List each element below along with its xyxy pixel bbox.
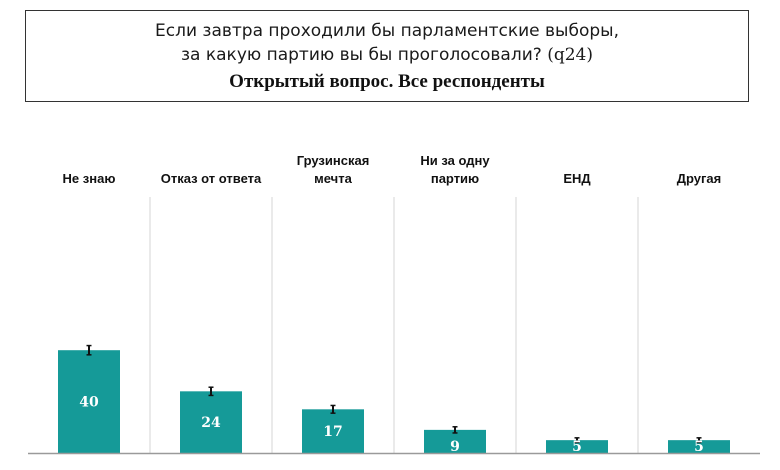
category-label-line: мечта bbox=[314, 171, 352, 186]
title-box: Если завтра проходили бы парламентские в… bbox=[25, 10, 749, 102]
question-text: за какую партию вы бы проголосовали? bbox=[181, 45, 542, 65]
bar bbox=[180, 391, 242, 453]
chart-subtitle: Открытый вопрос. Все респонденты bbox=[229, 71, 545, 92]
bar bbox=[302, 409, 364, 453]
category-label-line: Грузинская bbox=[297, 153, 370, 168]
category-label-line: партию bbox=[431, 171, 479, 186]
question-code: (q24) bbox=[547, 45, 593, 65]
data-label: 24 bbox=[201, 415, 221, 431]
category-label-line: Не знаю bbox=[63, 171, 116, 186]
data-label: 17 bbox=[323, 424, 342, 440]
data-label: 9 bbox=[450, 439, 460, 455]
category-label: Другая bbox=[677, 171, 722, 186]
category-label: ЕНД bbox=[563, 171, 591, 186]
data-label: 40 bbox=[79, 395, 99, 411]
data-label: 5 bbox=[572, 439, 582, 455]
bar bbox=[424, 429, 486, 453]
bar bbox=[546, 440, 608, 453]
category-label: Не знаю bbox=[63, 171, 116, 186]
category-label-line: Другая bbox=[677, 171, 722, 186]
category-label-line: Отказ от ответа bbox=[161, 171, 262, 186]
bar bbox=[668, 440, 730, 453]
category-label: Грузинская мечта bbox=[297, 153, 370, 186]
question-line-2: за какую партию вы бы проголосовали? (q2… bbox=[26, 43, 748, 67]
category-label: Отказ от ответа bbox=[161, 171, 262, 186]
question-line-1: Если завтра проходили бы парламентские в… bbox=[155, 21, 619, 41]
data-label: 5 bbox=[694, 439, 704, 455]
category-label-line: ЕНД bbox=[563, 171, 591, 186]
bar bbox=[58, 350, 120, 453]
category-label: Ни за одну партию bbox=[420, 153, 490, 186]
category-label-line: Ни за одну bbox=[420, 153, 490, 168]
